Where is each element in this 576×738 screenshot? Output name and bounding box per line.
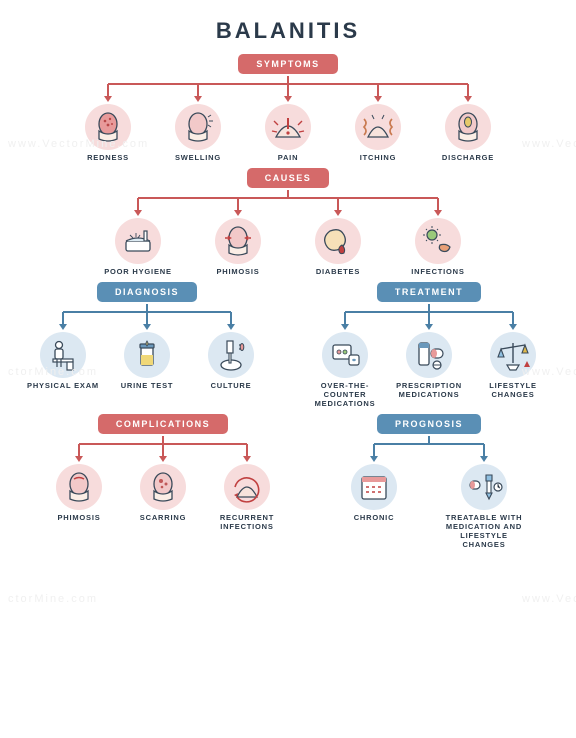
section-header-symptoms: SYMPTOMS bbox=[238, 54, 337, 74]
section-pair: COMPLICATIONS PHIMOSIS SCARRING RECURRENT I… bbox=[0, 414, 576, 555]
item-chronic: CHRONIC bbox=[319, 464, 429, 549]
item-label: CULTURE bbox=[211, 381, 252, 390]
branch-connector bbox=[88, 190, 488, 218]
chronic-icon bbox=[351, 464, 397, 510]
item-diabetes: DIABETES bbox=[288, 218, 388, 276]
item-label: DIABETES bbox=[316, 267, 360, 276]
column-complications: COMPLICATIONS PHIMOSIS SCARRING RECURRENT I… bbox=[37, 414, 289, 555]
recurrent-icon bbox=[224, 464, 270, 510]
column-diagnosis: DIAGNOSIS PHYSICAL EXAM URINE TEST CULTURE bbox=[21, 282, 273, 414]
lifestyle-icon bbox=[490, 332, 536, 378]
item-label: CHRONIC bbox=[354, 513, 395, 522]
item-label: INFECTIONS bbox=[411, 267, 464, 276]
item-swelling: SWELLING bbox=[153, 104, 243, 162]
branch-connector bbox=[21, 304, 273, 332]
section-header-prognosis: PROGNOSIS bbox=[377, 414, 481, 434]
item-redness: REDNESS bbox=[63, 104, 153, 162]
item-label: PAIN bbox=[278, 153, 299, 162]
swelling-icon bbox=[175, 104, 221, 150]
item-scarring: SCARRING bbox=[121, 464, 205, 531]
section-symptoms: SYMPTOMS REDNESS SWELLING PAIN ITCHING DISCHA… bbox=[0, 54, 576, 162]
discharge-icon bbox=[445, 104, 491, 150]
section-header-causes: CAUSES bbox=[247, 168, 330, 188]
item-pain: PAIN bbox=[243, 104, 333, 162]
items-row: PHIMOSIS SCARRING RECURRENT INFECTIONS bbox=[37, 464, 289, 531]
item-recurrent: RECURRENT INFECTIONS bbox=[205, 464, 289, 531]
items-row: CHRONIC TREATABLE WITH MEDICATION AND LIF… bbox=[319, 464, 539, 549]
section-prognosis: PROGNOSIS CHRONIC TREATABLE WITH MEDICATIO… bbox=[319, 414, 539, 549]
rx-icon bbox=[406, 332, 452, 378]
itching-icon bbox=[355, 104, 401, 150]
pain-icon bbox=[265, 104, 311, 150]
hygiene-icon bbox=[115, 218, 161, 264]
section-complications: COMPLICATIONS PHIMOSIS SCARRING RECURRENT I… bbox=[37, 414, 289, 531]
item-label: PHYSICAL EXAM bbox=[27, 381, 99, 390]
item-label: PHIMOSIS bbox=[57, 513, 100, 522]
item-phimosis2: PHIMOSIS bbox=[37, 464, 121, 531]
section-treatment: TREATMENT OVER-THE-COUNTER MEDICATIONSPRE… bbox=[303, 282, 555, 408]
item-lifestyle: LIFESTYLE CHANGES bbox=[471, 332, 555, 408]
section-header-complications: COMPLICATIONS bbox=[98, 414, 228, 434]
branch-connector bbox=[63, 76, 513, 104]
branch-connector bbox=[319, 436, 539, 464]
redness-icon bbox=[85, 104, 131, 150]
items-row: POOR HYGIENE PHIMOSIS DIABETES INFECTIONS bbox=[88, 218, 488, 276]
infections-icon bbox=[415, 218, 461, 264]
section-causes: CAUSES POOR HYGIENE PHIMOSIS DIABETES INFECT… bbox=[0, 168, 576, 276]
culture-icon bbox=[208, 332, 254, 378]
items-row: OVER-THE-COUNTER MEDICATIONSPRESCRIPTION… bbox=[303, 332, 555, 408]
item-itching: ITCHING bbox=[333, 104, 423, 162]
scarring-icon bbox=[140, 464, 186, 510]
diabetes-icon bbox=[315, 218, 361, 264]
section-header-diagnosis: DIAGNOSIS bbox=[97, 282, 197, 302]
item-label: DISCHARGE bbox=[442, 153, 494, 162]
item-label: LIFESTYLE CHANGES bbox=[471, 381, 555, 399]
exam-icon bbox=[40, 332, 86, 378]
item-label: OVER-THE-COUNTER MEDICATIONS bbox=[303, 381, 387, 408]
item-otc: OVER-THE-COUNTER MEDICATIONS bbox=[303, 332, 387, 408]
item-label: ITCHING bbox=[360, 153, 396, 162]
item-label: URINE TEST bbox=[121, 381, 174, 390]
section-pair: DIAGNOSIS PHYSICAL EXAM URINE TEST CULTURE T… bbox=[0, 282, 576, 414]
item-culture: CULTURE bbox=[189, 332, 273, 390]
item-hygiene: POOR HYGIENE bbox=[88, 218, 188, 276]
column-treatment: TREATMENT OVER-THE-COUNTER MEDICATIONSPRE… bbox=[303, 282, 555, 414]
item-infections: INFECTIONS bbox=[388, 218, 488, 276]
item-label: PRESCRIPTION MEDICATIONS bbox=[387, 381, 471, 399]
phimosis2-icon bbox=[56, 464, 102, 510]
urine-icon bbox=[124, 332, 170, 378]
item-label: RECURRENT INFECTIONS bbox=[205, 513, 289, 531]
item-rx: PRESCRIPTION MEDICATIONS bbox=[387, 332, 471, 408]
branch-connector bbox=[303, 304, 555, 332]
column-prognosis: PROGNOSIS CHRONIC TREATABLE WITH MEDICATIO… bbox=[319, 414, 539, 555]
items-row: PHYSICAL EXAM URINE TEST CULTURE bbox=[21, 332, 273, 390]
item-label: PHIMOSIS bbox=[216, 267, 259, 276]
item-label: TREATABLE WITH MEDICATION AND LIFESTYLE … bbox=[440, 513, 528, 549]
watermark: www.Vec bbox=[522, 593, 576, 605]
phimosis-icon bbox=[215, 218, 261, 264]
section-diagnosis: DIAGNOSIS PHYSICAL EXAM URINE TEST CULTURE bbox=[21, 282, 273, 390]
item-label: SCARRING bbox=[140, 513, 186, 522]
watermark: ctorMine.com bbox=[8, 593, 98, 605]
item-exam: PHYSICAL EXAM bbox=[21, 332, 105, 390]
page-title: BALANITIS bbox=[0, 18, 576, 44]
treatable-icon bbox=[461, 464, 507, 510]
otc-icon bbox=[322, 332, 368, 378]
item-label: SWELLING bbox=[175, 153, 221, 162]
section-header-treatment: TREATMENT bbox=[377, 282, 481, 302]
item-label: POOR HYGIENE bbox=[104, 267, 172, 276]
item-treatable: TREATABLE WITH MEDICATION AND LIFESTYLE … bbox=[429, 464, 539, 549]
item-phimosis: PHIMOSIS bbox=[188, 218, 288, 276]
item-discharge: DISCHARGE bbox=[423, 104, 513, 162]
items-row: REDNESS SWELLING PAIN ITCHING DISCHARGE bbox=[63, 104, 513, 162]
item-urine: URINE TEST bbox=[105, 332, 189, 390]
item-label: REDNESS bbox=[87, 153, 129, 162]
branch-connector bbox=[37, 436, 289, 464]
